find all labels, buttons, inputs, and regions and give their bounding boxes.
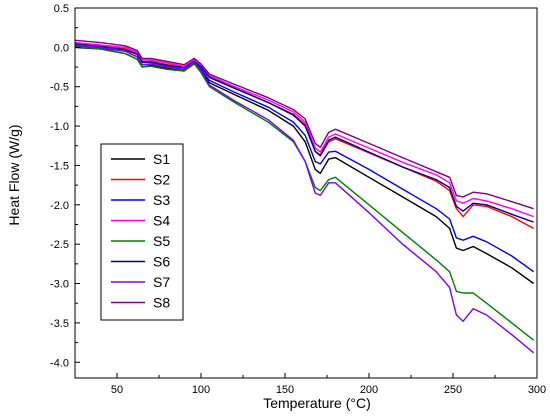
x-tick-label: 250 <box>444 384 462 396</box>
legend-label: S4 <box>153 213 170 229</box>
series-line-s8 <box>74 39 534 210</box>
legend-label: S1 <box>153 151 170 167</box>
y-tick-label: -1.0 <box>50 121 69 133</box>
series-line-s2 <box>74 42 534 230</box>
legend-label: S7 <box>153 274 170 290</box>
y-tick-label: -2.0 <box>50 200 69 212</box>
series-line-s7 <box>74 44 535 354</box>
y-axis-label: Heat Flow (W/g) <box>6 124 22 225</box>
plot-lines <box>74 39 535 354</box>
legend-label: S8 <box>153 295 170 311</box>
x-tick-label: 100 <box>192 384 210 396</box>
legend-label: S3 <box>153 192 170 208</box>
legend-label: S2 <box>153 172 170 188</box>
x-tick-label: 150 <box>276 384 294 396</box>
series-line-s6 <box>74 43 534 223</box>
x-axis-ticks: 50 100 150 200 250 300 <box>74 373 546 396</box>
y-axis-ticks: 0.5 0.0 -0.5 -1.0 -1.5 -2.0 -2.5 -3.0 -3.5 -4.0 <box>50 3 80 369</box>
x-axis-label: Temperature (°C) <box>263 395 371 411</box>
plot-frame <box>74 7 538 379</box>
y-tick-label: -1.5 <box>50 160 69 172</box>
y-tick-label: 0.5 <box>54 3 69 15</box>
x-tick-label: 50 <box>111 384 123 396</box>
y-tick-label: -2.5 <box>50 239 69 251</box>
x-tick-label: 200 <box>360 384 378 396</box>
y-tick-label: -3.0 <box>50 279 69 291</box>
y-tick-label: 0.0 <box>54 42 69 54</box>
legend-box <box>100 143 184 321</box>
y-tick-label: -3.5 <box>50 318 69 330</box>
x-tick-label: 300 <box>528 384 546 396</box>
series-line-s4 <box>74 41 534 218</box>
y-tick-label: -4.0 <box>50 357 69 369</box>
legend-label: S5 <box>153 233 170 249</box>
legend-label: S6 <box>153 254 170 270</box>
legend: S1 S2 S3 S4 S5 S6 S7 S8 <box>100 143 184 321</box>
y-tick-label: -0.5 <box>50 82 69 94</box>
